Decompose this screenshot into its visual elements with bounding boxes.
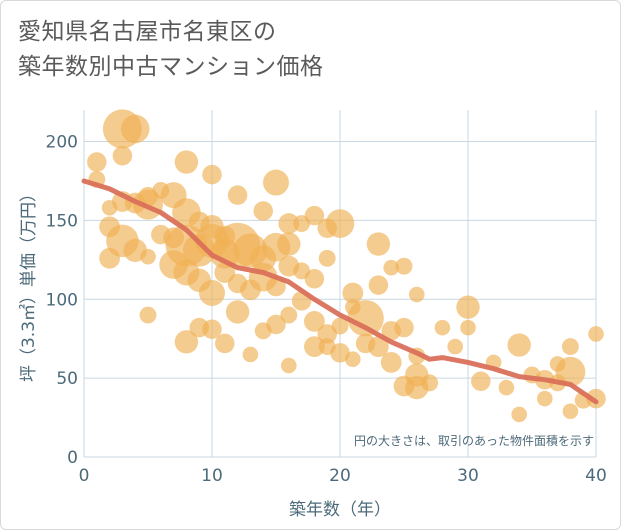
data-point [456, 295, 480, 319]
data-point [342, 282, 364, 304]
data-point [317, 324, 337, 344]
data-point [304, 336, 325, 357]
y-tick-label: 150 [46, 211, 78, 231]
data-point [263, 169, 289, 196]
data-point [304, 310, 325, 332]
data-point [304, 269, 325, 289]
size-legend-note: 円の大きさは、取引のあった物件面積を示す [354, 433, 594, 448]
data-point [345, 299, 361, 315]
y-tick-label: 200 [46, 133, 78, 153]
data-point [447, 338, 464, 355]
x-axis-label: 築年数（年） [289, 500, 391, 520]
x-tick-label: 30 [457, 466, 479, 486]
data-point [409, 286, 425, 303]
data-point [368, 275, 389, 295]
data-point [368, 336, 389, 357]
data-point [99, 247, 120, 269]
data-point [202, 164, 222, 185]
y-tick-label: 100 [46, 290, 78, 310]
data-point [383, 259, 400, 276]
data-point [174, 150, 199, 174]
data-point [112, 145, 133, 166]
title-line-1: 愛知県名古屋市名東区の [18, 19, 277, 45]
data-point [537, 390, 553, 407]
data-point [366, 232, 391, 256]
data-point [281, 357, 297, 374]
data-point [242, 346, 259, 363]
data-point [266, 276, 286, 297]
data-point [266, 314, 286, 335]
data-point [120, 114, 150, 144]
data-point [253, 201, 273, 221]
data-point [561, 338, 579, 356]
data-point [140, 248, 156, 265]
data-point [507, 333, 531, 357]
data-point [278, 213, 300, 234]
x-tick-label: 40 [585, 466, 607, 486]
y-tick-label: 0 [67, 448, 78, 468]
data-point [325, 209, 355, 238]
data-point [395, 257, 413, 275]
data-point [405, 375, 429, 400]
data-point [331, 317, 349, 335]
data-point [498, 379, 515, 396]
axis-ticks: 0 50 100 150 200 0 10 20 30 40 [46, 133, 607, 486]
y-axis-label: 坪（3.3㎡）単価（万円） [19, 185, 39, 382]
data-point [394, 317, 414, 338]
x-tick-label: 0 [79, 466, 90, 486]
data-point [174, 330, 199, 354]
data-point [277, 232, 301, 256]
data-point [225, 300, 250, 324]
chart-title: 愛知県名古屋市名東区の 築年数別中古マンション価格 [18, 15, 324, 85]
grid [83, 110, 597, 458]
data-point [227, 185, 248, 205]
data-point [304, 205, 325, 226]
data-point [318, 249, 336, 267]
data-point [199, 279, 225, 306]
x-tick-label: 20 [329, 466, 351, 486]
title-line-2: 築年数別中古マンション価格 [18, 54, 324, 80]
data-point [460, 319, 476, 336]
data-point [330, 343, 350, 363]
data-point [280, 306, 298, 324]
data-point [555, 356, 586, 387]
data-point [562, 403, 579, 420]
y-tick-label: 50 [56, 369, 78, 389]
data-point [345, 351, 361, 368]
data-point [215, 333, 235, 354]
data-point [434, 319, 451, 336]
data-point [588, 326, 604, 342]
bubble-series [87, 109, 606, 423]
data-point [87, 152, 107, 172]
data-point [380, 351, 402, 373]
data-point [586, 388, 606, 409]
data-point [139, 306, 157, 324]
data-point [511, 406, 527, 423]
data-point [471, 371, 491, 392]
x-tick-label: 10 [201, 466, 223, 486]
trend-line [81, 178, 599, 405]
data-point [202, 319, 222, 339]
